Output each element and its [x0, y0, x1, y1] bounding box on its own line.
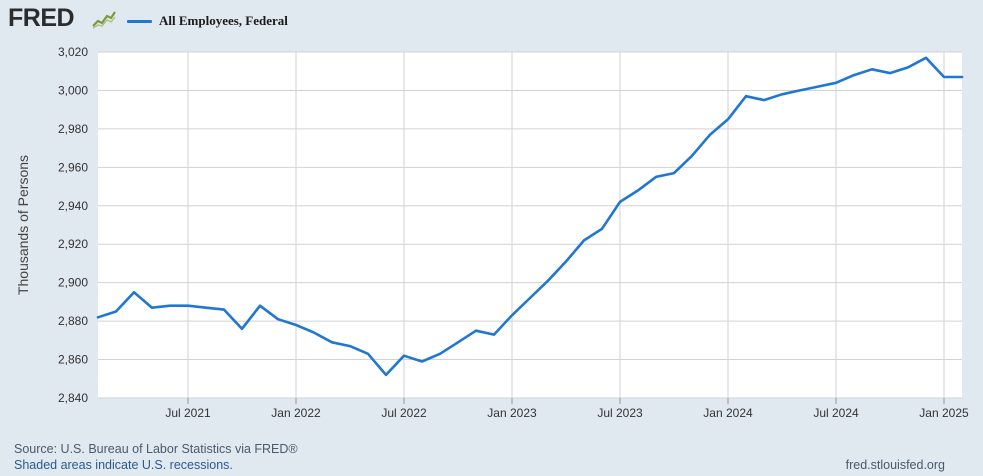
- series-line: [96, 56, 964, 377]
- x-tick-label: Jul 2022: [381, 406, 427, 420]
- y-tick-label: 2,840: [58, 391, 88, 405]
- recession-note: Shaded areas indicate U.S. recessions.: [14, 458, 233, 472]
- fred-site-link[interactable]: fred.stlouisfed.org: [845, 458, 945, 472]
- x-tick-label: Jul 2024: [813, 406, 859, 420]
- y-tick-label: 2,960: [58, 160, 88, 174]
- x-tick-label: Jan 2024: [703, 406, 753, 420]
- fred-logo[interactable]: FRED: [8, 4, 75, 32]
- y-tick-label: 2,860: [58, 353, 88, 367]
- chart-footer: Source: U.S. Bureau of Labor Statistics …: [14, 441, 298, 473]
- x-tick-label: Jul 2023: [597, 406, 643, 420]
- y-tick-label: 2,900: [58, 276, 88, 290]
- legend-swatch: [127, 20, 152, 23]
- legend-label: All Employees, Federal: [159, 13, 288, 28]
- x-tick-label: Jul 2021: [165, 406, 211, 420]
- source-note: Source: U.S. Bureau of Labor Statistics …: [14, 442, 298, 456]
- y-tick-label: 2,880: [58, 314, 88, 328]
- fred-line-graph-icon: [92, 9, 116, 29]
- x-tick-label: Jan 2023: [487, 406, 537, 420]
- y-tick-label: 3,000: [58, 83, 88, 97]
- y-tick-label: 2,920: [58, 237, 88, 251]
- chart-header: FRED All Employees, Federal: [0, 0, 983, 44]
- y-tick-label: 2,980: [58, 122, 88, 136]
- x-tick-label: Jan 2025: [919, 406, 969, 420]
- y-axis-label: Thousands of Persons: [15, 155, 31, 295]
- plot-area: [98, 52, 962, 398]
- y-tick-label: 2,940: [58, 199, 88, 213]
- line-chart: 2,840 2,860 2,880 2,900 2,920 2,940 2,960 2,980…: [15, 45, 969, 420]
- x-tick-label: Jan 2022: [271, 406, 321, 420]
- y-tick-label: 3,020: [58, 45, 88, 59]
